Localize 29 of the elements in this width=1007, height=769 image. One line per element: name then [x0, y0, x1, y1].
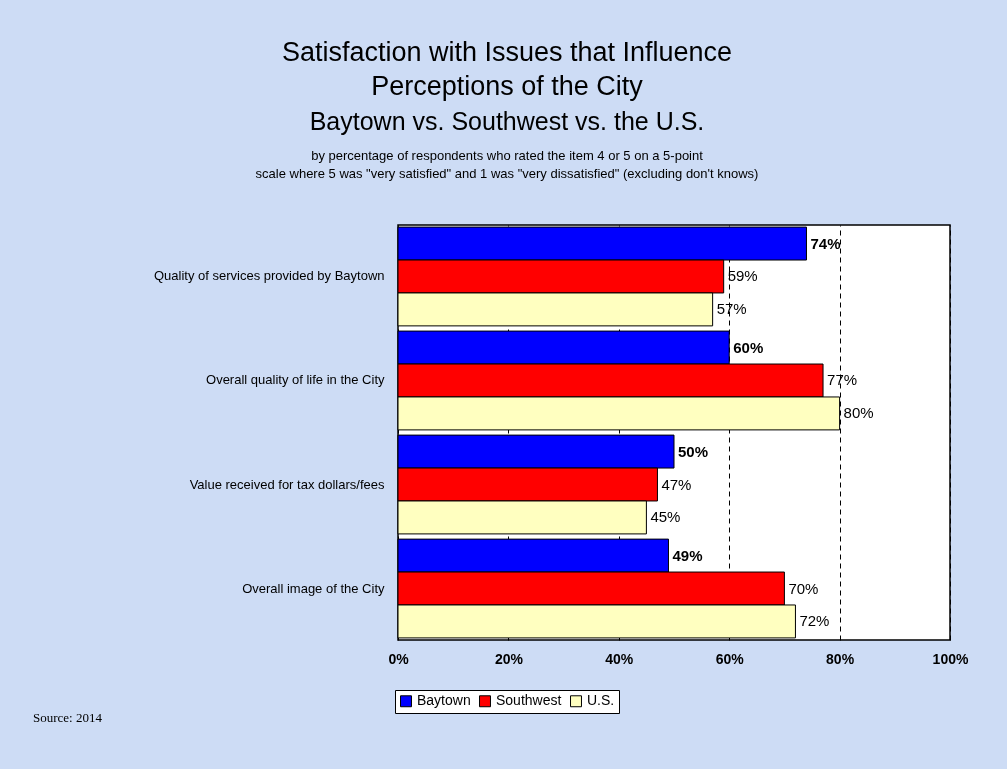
source-note: Source: 2014 [33, 710, 103, 725]
chart-subtitle: Baytown vs. Southwest vs. the U.S. [309, 107, 705, 135]
chart-title: Satisfaction with Issues that Influence Perceptions of the City [281, 37, 733, 101]
data-label: 49% [672, 546, 703, 564]
data-label: 59% [727, 267, 758, 285]
y-tick-label: Overall quality of life in the City [206, 372, 385, 388]
text: by percentage of respondents who rated the item 4 or 5 on a 5-point scale where 5 was "very satisfied" and 1 was "very dissatisfied" (excluding don't knows) [255, 148, 759, 181]
legend-label: U.S. [587, 692, 615, 709]
x-tick-label: 80% [826, 650, 855, 667]
data-label: 60% [733, 338, 764, 356]
y-tick-label: Quality of services provided by Baytown [154, 268, 385, 284]
data-label: 77% [827, 371, 858, 389]
y-tick-label: Overall image of the City [242, 580, 385, 596]
x-tick-label: 0% [388, 650, 410, 667]
data-label: 80% [843, 404, 874, 422]
data-label: 50% [678, 442, 709, 460]
data-label: 70% [788, 579, 819, 597]
legend-label: Southwest [496, 692, 562, 709]
x-tick-label: 60% [715, 650, 745, 667]
data-label: 45% [650, 508, 681, 526]
data-label: 74% [810, 234, 841, 252]
data-label: 47% [661, 475, 692, 493]
x-tick-label: 100% [932, 650, 969, 667]
legend-label: Baytown [417, 692, 471, 709]
y-tick-label: Value received for tax dollars/fees [189, 476, 385, 492]
x-tick-label: 20% [494, 650, 524, 667]
data-label: 72% [799, 612, 830, 630]
x-tick-label: 40% [605, 650, 634, 667]
data-label: 57% [716, 300, 747, 318]
